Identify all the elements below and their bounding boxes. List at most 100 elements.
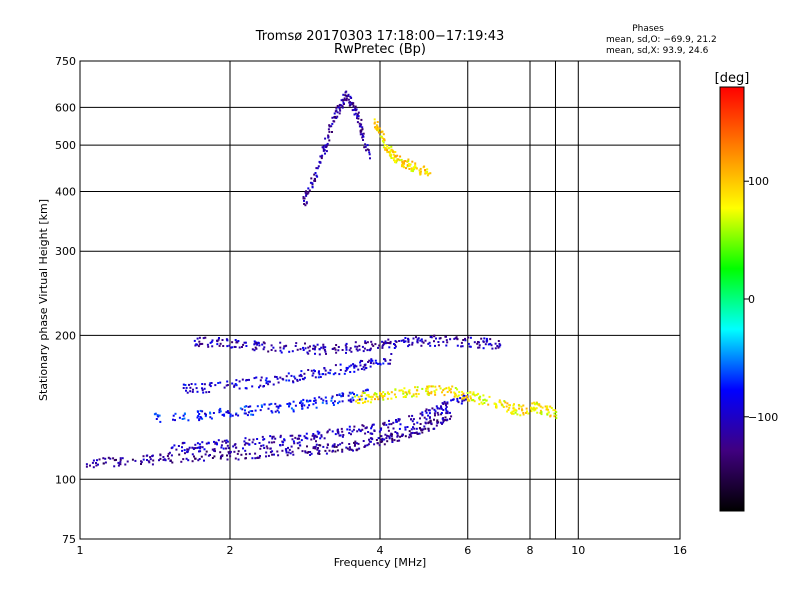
data-point (304, 436, 307, 439)
data-point (324, 144, 327, 147)
data-point (389, 342, 392, 345)
data-point (324, 396, 327, 399)
data-point (302, 197, 305, 200)
data-point (433, 340, 435, 343)
data-point (234, 383, 237, 385)
data-point (263, 447, 266, 449)
data-point (434, 385, 437, 388)
data-point (443, 394, 446, 397)
data-point (402, 433, 404, 436)
data-point (424, 421, 427, 424)
data-point (258, 442, 261, 444)
data-point (313, 347, 316, 350)
data-point (203, 387, 206, 390)
data-point (203, 459, 205, 462)
data-point (325, 150, 328, 153)
data-point (277, 454, 280, 457)
data-point (248, 452, 251, 455)
data-point (234, 346, 237, 348)
data-point (109, 457, 112, 460)
data-point (345, 446, 348, 449)
data-point (300, 400, 303, 403)
data-point (307, 352, 310, 355)
data-point (464, 339, 467, 342)
data-point (456, 399, 459, 402)
data-point (299, 378, 301, 381)
y-tick-label: 500 (55, 139, 76, 152)
data-point (362, 139, 364, 141)
data-point (380, 435, 383, 438)
data-point (304, 342, 306, 345)
series-points (373, 118, 432, 177)
data-point (395, 420, 398, 423)
data-point (328, 130, 331, 133)
data-point (303, 197, 306, 200)
data-point (331, 116, 334, 119)
data-point (262, 348, 265, 351)
data-point (172, 418, 174, 421)
data-point (338, 393, 341, 396)
data-point (387, 342, 390, 344)
data-point (217, 382, 220, 384)
data-point (328, 449, 331, 452)
data-point (361, 428, 364, 431)
data-point (401, 160, 404, 163)
data-point (258, 386, 260, 389)
data-point (339, 109, 342, 112)
data-point (384, 359, 387, 362)
data-point (296, 348, 299, 351)
data-point (440, 407, 443, 410)
data-point (533, 401, 536, 404)
data-point (360, 118, 363, 121)
data-point (336, 111, 339, 114)
data-point (265, 382, 268, 385)
data-point (426, 385, 429, 388)
data-point (441, 422, 443, 425)
data-point (386, 151, 389, 154)
data-point (336, 428, 339, 431)
data-point (221, 454, 224, 457)
data-point (446, 411, 449, 413)
data-point (399, 423, 402, 426)
data-point (357, 395, 360, 398)
y-tick-label: 300 (55, 245, 76, 258)
data-point (140, 461, 143, 464)
data-point (461, 400, 464, 403)
data-point (313, 436, 316, 439)
data-point (227, 451, 230, 454)
data-point (361, 424, 364, 427)
data-point (475, 393, 478, 396)
data-point (394, 161, 396, 164)
data-point (511, 410, 514, 413)
data-point (155, 418, 158, 420)
data-point (409, 434, 412, 436)
data-point (407, 160, 410, 162)
data-point (378, 430, 381, 433)
data-point (326, 446, 329, 449)
data-point (331, 348, 334, 350)
data-point (92, 466, 95, 469)
data-point (353, 366, 356, 369)
data-point (193, 455, 195, 458)
data-point (256, 342, 258, 345)
data-point (282, 441, 285, 444)
series-points (354, 385, 558, 420)
data-point (327, 135, 330, 138)
data-point (554, 409, 557, 412)
data-point (282, 347, 285, 350)
data-point (104, 461, 107, 464)
data-point (194, 457, 197, 460)
data-point (383, 139, 386, 142)
data-point (504, 401, 507, 404)
data-point (279, 346, 282, 349)
data-point (468, 345, 471, 348)
data-point (309, 451, 312, 453)
data-point (387, 392, 389, 395)
data-point (244, 409, 246, 412)
data-point (445, 404, 447, 407)
data-point (222, 447, 225, 450)
data-point (243, 412, 246, 415)
data-point (457, 401, 460, 404)
data-point (360, 394, 363, 397)
data-point (196, 390, 199, 393)
